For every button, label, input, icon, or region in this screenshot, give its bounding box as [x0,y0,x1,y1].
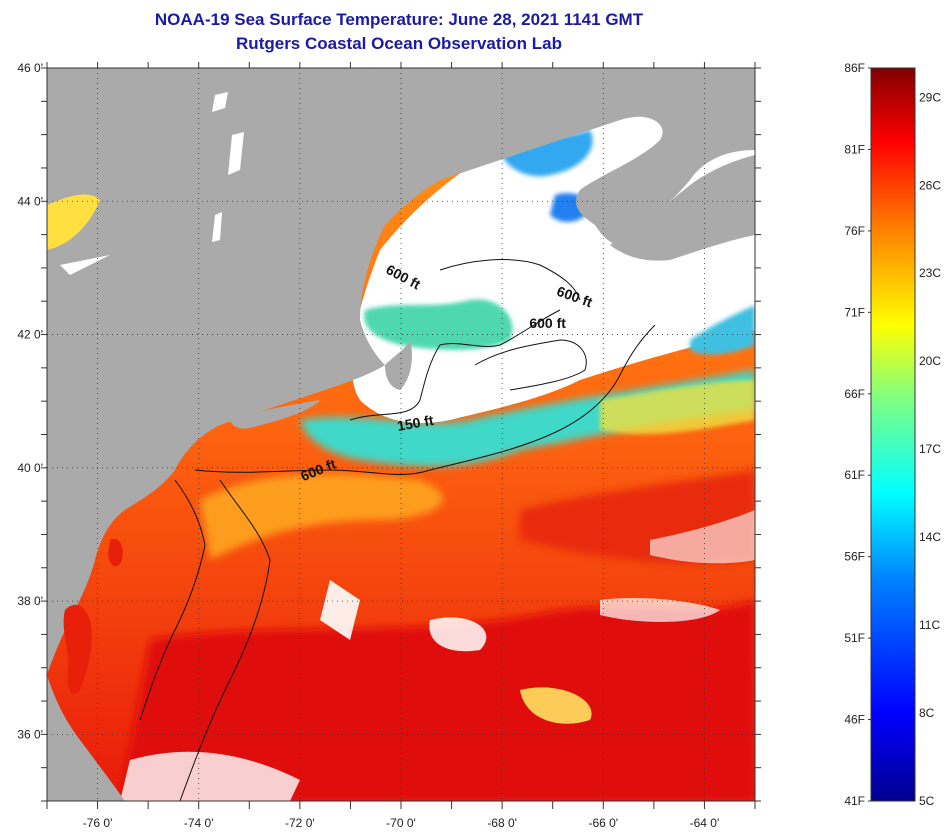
transition-water [600,380,755,435]
graticule [47,68,755,801]
contour-gulf-of-maine [439,259,581,301]
colorbar-f-label: 41F [844,794,865,808]
colorbar [870,67,916,802]
colorbar-c-label: 29C [919,90,941,104]
contour-label: 600 ft [529,315,566,331]
colorbar-f-label: 61F [844,468,865,482]
colorbar-c-label: 11C [919,618,940,632]
colorbar-c-label: 26C [919,178,941,192]
colorbar-f-label: 66F [844,387,865,401]
cloud-streak [429,617,487,652]
colorbar-f-label: 76F [844,224,865,238]
contour-georges-bank [474,339,587,391]
map-subtitle: Rutgers Coastal Ocean Observation Lab [236,34,562,53]
cape-cod [385,340,412,390]
colorbar-f-label: 81F [844,142,865,156]
colorbar-labels: 86F 81F 76F 71F 66F 61F 56F 51F 46F 41F 29C 26C 23C 2… [844,61,941,808]
lon-tick-label: -66 0' [588,816,618,830]
cloud-streak [520,687,592,724]
shelf-water [200,474,443,560]
scotian-shelf-patch [690,305,755,355]
coastal-cool-patch [364,299,513,350]
lon-tick-label: -70 0' [386,816,416,830]
chesapeake-bay [63,604,92,694]
map-axes: 46 0' 44 0' 42 0' 40 0' 38 0' 36 0' -76 0' -74 … [17,61,761,830]
lon-tick-label: -64 0' [690,816,720,830]
colorbar-c-label: 5C [919,794,935,808]
southern-coast [47,675,125,801]
lat-tick-label: 40 0' [17,461,43,475]
lon-tick-label: -76 0' [83,816,113,830]
map-title: NOAA-19 Sea Surface Temperature: June 28… [154,10,644,29]
lat-tick-label: 42 0' [17,328,43,342]
lake [212,212,222,242]
cloud-streak [320,580,360,640]
lat-tick-label: 44 0' [17,194,43,208]
colorbar-f-label: 56F [844,550,865,564]
colorbar-f-label: 51F [844,631,865,645]
colorbar-c-label: 8C [919,706,935,720]
contour-600ft-line [194,324,656,475]
colorbar-f-label: 46F [844,713,865,727]
land-mass [47,68,755,675]
lat-tick-label: 46 0' [17,61,43,75]
lake-ontario [47,194,100,250]
colorbar-f-label: 86F [844,61,865,75]
lon-tick-label: -68 0' [487,816,517,830]
contour-150ft-line [349,309,561,421]
delaware-bay [108,538,123,567]
lake [212,92,228,112]
colorbar-f-label: 71F [844,305,865,319]
lake [228,132,244,175]
cloud-streak [120,751,300,801]
colorbar-c-label: 23C [919,266,941,280]
nova-scotia [610,155,755,261]
lon-tick-label: -74 0' [184,816,214,830]
contour-shelf-line [139,479,206,721]
contour-shelf-line [179,479,271,801]
colorbar-c-label: 20C [919,354,941,368]
contour-label: 150 ft [396,412,435,434]
long-island [230,400,320,429]
warm-water-region [120,600,755,801]
lat-tick-label: 38 0' [17,594,43,608]
lake [60,255,110,275]
bay-of-fundy-cold-patch [500,130,593,177]
lat-tick-label: 36 0' [17,727,43,741]
colorbar-c-label: 17C [919,442,941,456]
cloud-streak [600,598,720,622]
cloud-streak [650,510,755,564]
colorbar-c-label: 14C [919,530,941,544]
lon-tick-label: -72 0' [285,816,315,830]
